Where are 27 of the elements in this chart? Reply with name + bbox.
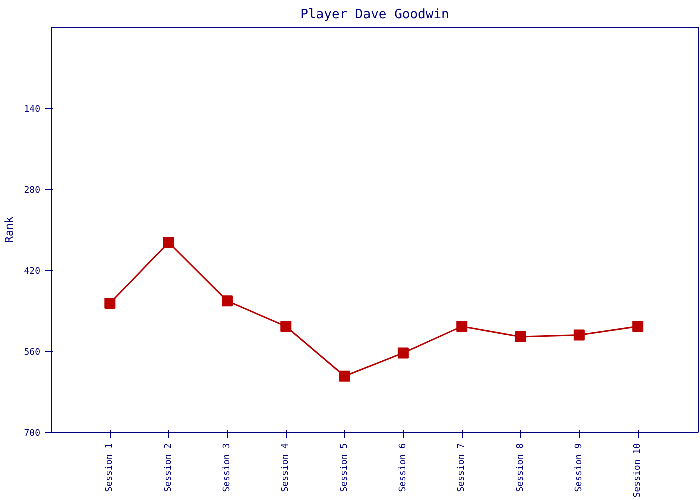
x-tick-label: Session 5 [340, 443, 350, 492]
point [339, 370, 350, 382]
x-tick-label: Session 4 [281, 443, 292, 492]
point [574, 330, 585, 341]
point [515, 332, 526, 343]
point [398, 348, 409, 359]
point [163, 237, 174, 248]
y-tick-label: 700 [24, 429, 41, 439]
y-tick-label: 560 [24, 348, 41, 358]
x-tick-label: Session 3 [222, 443, 232, 492]
x-tick-label: Session 1 [105, 443, 116, 492]
x-tick-label: Session 9 [574, 443, 584, 492]
point [456, 321, 468, 332]
x-tick-label: Session 2 [164, 443, 174, 492]
point [104, 298, 116, 309]
point [222, 296, 233, 307]
y-axis-title: Rank [3, 216, 16, 244]
y-tick-label: 420 [24, 267, 41, 277]
chart-title: Player Dave Goodwin [300, 8, 450, 22]
x-tick-label: Session 7 [457, 443, 468, 492]
point [632, 321, 644, 332]
y-tick-label: 280 [24, 186, 41, 196]
x-tick-label: Session 6 [398, 443, 408, 492]
x-tick-label: Session 8 [516, 443, 526, 492]
point [280, 321, 292, 332]
x-tick-label: Session 10 [633, 443, 644, 498]
y-tick-label: 140 [24, 105, 41, 115]
